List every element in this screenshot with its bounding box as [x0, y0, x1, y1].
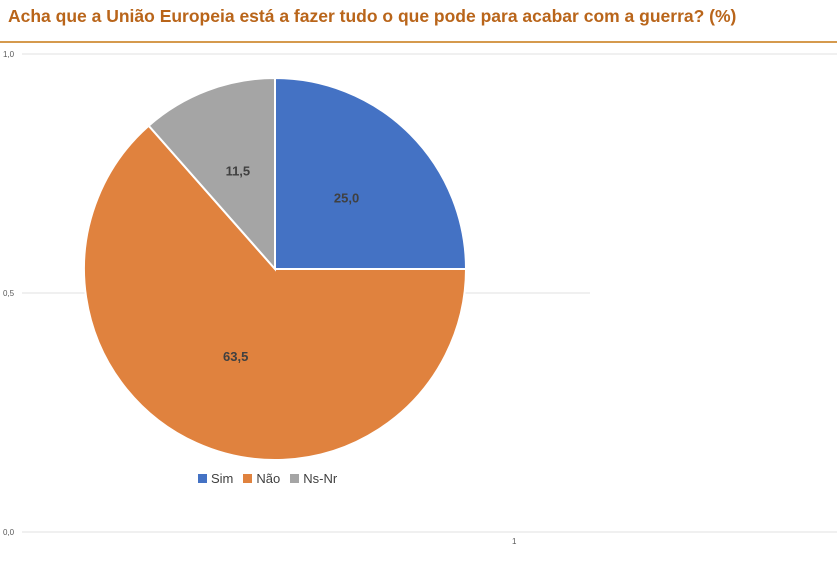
y-tick-label: 0,0 — [3, 528, 15, 537]
data-label: 11,5 — [226, 164, 251, 179]
legend-item: Sim — [198, 471, 233, 486]
slice-nao — [83, 124, 468, 461]
y-tick-label: 0,5 — [3, 289, 15, 298]
slice-labels: 25,0 63,5 11,5 — [223, 164, 359, 364]
data-label: 63,5 — [223, 349, 248, 364]
data-label: 25,0 — [334, 190, 359, 205]
title-divider — [0, 41, 837, 43]
legend: Sim Não Ns-Nr — [198, 471, 337, 486]
pie-slices — [83, 76, 468, 461]
legend-label: Sim — [211, 471, 234, 486]
slice-sim — [274, 76, 468, 270]
legend-swatch — [290, 474, 300, 483]
legend-swatch — [243, 474, 253, 483]
legend-label: Não — [256, 471, 281, 486]
legend-swatch — [198, 474, 207, 483]
legend-item: Não — [243, 471, 280, 486]
chart-title: Acha que a União Europeia está a fazer t… — [8, 6, 737, 26]
slice-ns-nr — [147, 76, 276, 272]
y-tick-label: 1,0 — [3, 50, 15, 59]
legend-label: Ns-Nr — [303, 471, 338, 486]
x-tick-label: 1 — [512, 537, 517, 546]
legend-item: Ns-Nr — [290, 471, 337, 486]
axis-ticks: 1,0 0,5 0,0 1 — [3, 50, 517, 546]
